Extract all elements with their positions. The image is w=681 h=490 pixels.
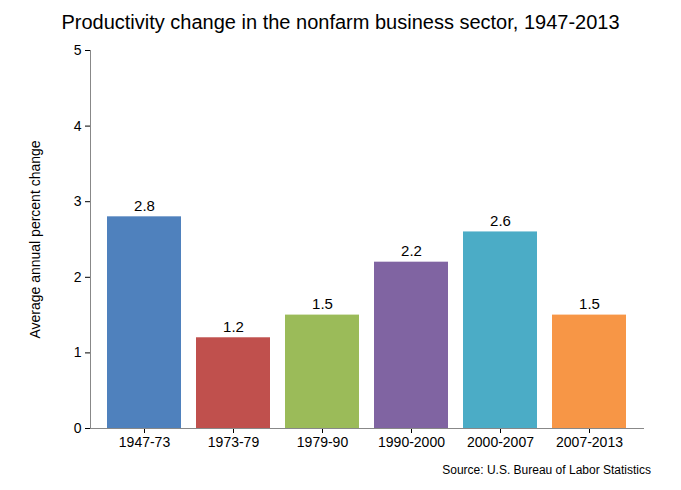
svg-text:2000-2007: 2000-2007 [467,434,534,450]
svg-text:1947-73: 1947-73 [119,434,171,450]
svg-text:3: 3 [74,193,82,209]
svg-text:2: 2 [74,269,82,285]
html-text:Source: U.S. Bureau of Labor S: Source: U.S. Bureau of Labor Statistics [442,463,651,477]
svg-text:1.5: 1.5 [312,295,333,312]
svg-text:1990-2000: 1990-2000 [378,434,445,450]
svg-text:1: 1 [74,344,82,360]
svg-text:1.5: 1.5 [579,295,600,312]
svg-text:2.8: 2.8 [134,197,155,214]
html-text:Productivity change in the non: Productivity change in the nonfarm busin… [61,11,620,33]
svg-text:2.6: 2.6 [490,212,511,229]
svg-text:5: 5 [74,42,82,58]
svg-text:1973-79: 1973-79 [208,434,260,450]
svg-text:2007-2013: 2007-2013 [556,434,623,450]
svg-text:4: 4 [74,118,82,134]
svg-text:1.2: 1.2 [223,318,244,335]
svg-text:0: 0 [74,420,82,436]
svg-text:1979-90: 1979-90 [297,434,349,450]
svg-text:Average annual percent change: Average annual percent change [27,140,43,338]
svg-text:2.2: 2.2 [401,242,422,259]
